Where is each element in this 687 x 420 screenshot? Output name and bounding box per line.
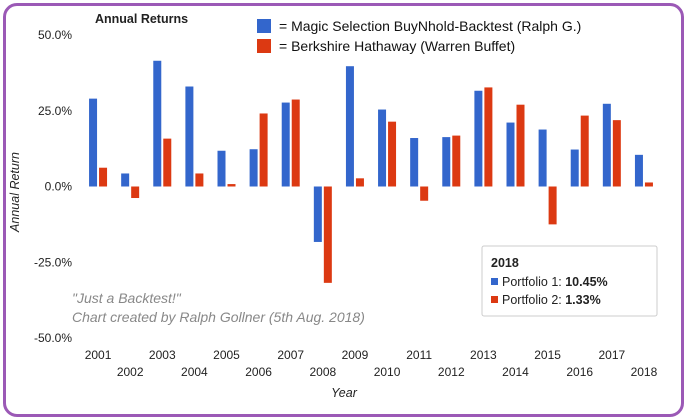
chart-title: Annual Returns — [95, 12, 188, 26]
bar-2015-series-2[interactable] — [548, 186, 557, 225]
x-tick-label: 2013 — [470, 348, 497, 362]
x-tick-label: 2005 — [213, 348, 240, 362]
tooltip-swatch-2 — [491, 296, 498, 303]
bar-2006-series-1[interactable] — [249, 149, 258, 187]
x-tick-label: 2003 — [149, 348, 176, 362]
bar-2013-series-2[interactable] — [484, 87, 493, 187]
tooltip-line-1: Portfolio 1: 10.45% — [502, 275, 608, 289]
bar-2009-series-1[interactable] — [345, 66, 354, 187]
x-tick-label: 2011 — [406, 348, 432, 362]
x-tick-label: 2006 — [245, 365, 272, 379]
legend-swatch-series-1 — [257, 19, 271, 33]
tooltip-title: 2018 — [491, 256, 519, 270]
bar-2010-series-2[interactable] — [388, 121, 397, 187]
tooltip-line-2-value: 1.33% — [565, 293, 600, 307]
bar-2005-series-1[interactable] — [217, 150, 226, 187]
bar-2001-series-1[interactable] — [89, 98, 98, 187]
x-tick-label: 2015 — [534, 348, 561, 362]
tooltip-box — [481, 245, 658, 317]
x-tick-label: 2008 — [309, 365, 336, 379]
legend: = Magic Selection BuyNhold-Backtest (Ral… — [257, 18, 581, 54]
x-tick-label: 2007 — [277, 348, 304, 362]
y-tick-label: 0.0% — [45, 180, 73, 194]
bar-2003-series-2[interactable] — [163, 138, 172, 187]
bar-2018-series-1[interactable] — [634, 154, 643, 187]
bar-2014-series-2[interactable] — [516, 104, 525, 187]
bar-2002-series-1[interactable] — [121, 173, 130, 187]
bar-2012-series-2[interactable] — [452, 135, 461, 187]
bar-2011-series-2[interactable] — [420, 186, 429, 201]
bar-2015-series-1[interactable] — [538, 129, 547, 187]
x-tick-label: 2002 — [117, 365, 144, 379]
bar-2011-series-1[interactable] — [410, 138, 419, 187]
bar-2014-series-1[interactable] — [506, 122, 515, 187]
bar-2004-series-1[interactable] — [185, 86, 194, 187]
y-axis-ticks: 50.0% 25.0% 0.0% -25.0% -50.0% — [34, 28, 72, 345]
bar-2010-series-1[interactable] — [378, 109, 387, 187]
bar-2005-series-2[interactable] — [227, 184, 236, 187]
tooltip-line-1-label: Portfolio 1: — [502, 275, 565, 289]
bar-2017-series-1[interactable] — [602, 103, 611, 187]
bar-2017-series-2[interactable] — [612, 120, 621, 187]
bar-2001-series-2[interactable] — [99, 167, 108, 187]
annotation-line-2: Chart created by Ralph Gollner (5th Aug.… — [72, 309, 365, 325]
bar-2008-series-1[interactable] — [313, 186, 322, 242]
x-axis-title: Year — [331, 386, 358, 400]
tooltip-line-1-value: 10.45% — [565, 275, 607, 289]
y-tick-label: 50.0% — [38, 28, 72, 42]
legend-swatch-series-2 — [257, 39, 271, 53]
bar-2006-series-2[interactable] — [259, 113, 268, 187]
bar-2004-series-2[interactable] — [195, 173, 204, 187]
y-tick-label: -50.0% — [34, 331, 72, 345]
x-axis-ticks: 2001 2002 2003 2004 2005 2006 2007 2008 2009 2010… — [85, 348, 658, 379]
bar-2012-series-1[interactable] — [442, 137, 451, 187]
annotation-line-1: "Just a Backtest!" — [72, 290, 182, 306]
x-tick-label: 2016 — [566, 365, 593, 379]
bar-2009-series-2[interactable] — [355, 178, 364, 187]
x-tick-label: 2010 — [374, 365, 401, 379]
y-tick-label: -25.0% — [34, 255, 72, 269]
legend-label-series-1: = Magic Selection BuyNhold-Backtest (Ral… — [279, 18, 581, 34]
x-tick-label: 2018 — [631, 365, 658, 379]
legend-label-series-2: = Berkshire Hathaway (Warren Buffet) — [279, 38, 515, 54]
bar-2002-series-2[interactable] — [131, 186, 140, 199]
bar-2013-series-1[interactable] — [474, 90, 483, 187]
bars[interactable] — [89, 60, 653, 283]
bar-2008-series-2[interactable] — [323, 186, 332, 283]
tooltip: 2018 Portfolio 1: 10.45% Portfolio 2: 1.… — [481, 245, 658, 317]
x-tick-label: 2009 — [342, 348, 369, 362]
bar-2007-series-1[interactable] — [281, 102, 290, 187]
tooltip-swatch-1 — [491, 278, 498, 285]
tooltip-line-2-label: Portfolio 2: — [502, 293, 565, 307]
x-tick-label: 2012 — [438, 365, 465, 379]
bar-2007-series-2[interactable] — [291, 99, 300, 187]
x-tick-label: 2014 — [502, 365, 529, 379]
bar-2018-series-2[interactable] — [644, 182, 653, 187]
y-tick-label: 25.0% — [38, 104, 72, 118]
bar-2016-series-1[interactable] — [570, 149, 579, 187]
tooltip-line-2: Portfolio 2: 1.33% — [502, 293, 601, 307]
chart-frame — [3, 3, 684, 417]
x-tick-label: 2001 — [85, 348, 112, 362]
x-tick-label: 2004 — [181, 365, 208, 379]
y-axis-title: Annual Return — [8, 152, 22, 233]
bar-2016-series-2[interactable] — [580, 115, 589, 187]
bar-2003-series-1[interactable] — [153, 60, 162, 187]
x-tick-label: 2017 — [598, 348, 625, 362]
